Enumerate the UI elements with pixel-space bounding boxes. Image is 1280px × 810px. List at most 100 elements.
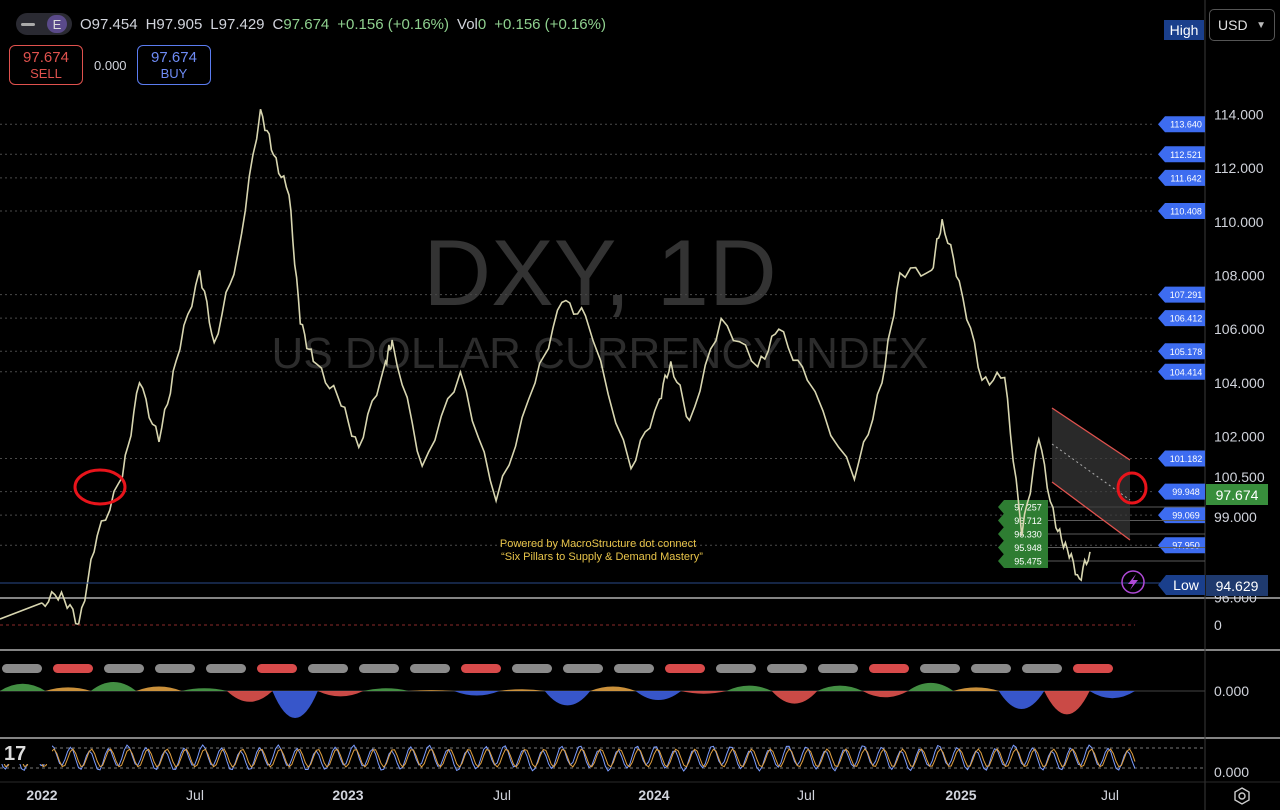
price-series-line — [41, 108, 1091, 626]
highlight-circle — [1116, 471, 1148, 505]
visibility-toggle[interactable]: E — [16, 13, 72, 35]
level-label-text: 97.950 — [1172, 541, 1200, 551]
buy-button[interactable]: 97.674 BUY — [137, 45, 211, 85]
oscillator-tick-label: 0.000 — [1214, 764, 1249, 780]
level-tag-text: 95.475 — [1014, 557, 1042, 567]
histogram-bar — [771, 691, 818, 704]
x-tick-label: Jul — [1101, 787, 1119, 803]
low-value: 97.429 — [218, 15, 265, 33]
level-label-bg — [1158, 507, 1205, 524]
level-tag-text: 95.948 — [1014, 543, 1042, 553]
histogram-bar — [45, 687, 91, 691]
histogram-bar — [817, 685, 863, 691]
level-label-bg — [1158, 343, 1205, 360]
histogram-bar — [862, 691, 908, 698]
current-price-bg — [1206, 484, 1268, 505]
lightning-icon-ring — [1121, 570, 1145, 594]
minus-icon[interactable] — [21, 22, 35, 26]
sell-button[interactable]: 97.674 SELL — [9, 45, 83, 85]
histogram-bar — [181, 688, 227, 691]
signal-pill — [869, 664, 909, 673]
signal-pill — [53, 664, 93, 673]
highlight-circle — [73, 468, 127, 506]
x-tick-label: 2024 — [638, 787, 669, 803]
histogram-bar — [544, 691, 591, 706]
settings-icon[interactable] — [1232, 786, 1252, 806]
level-label-text: 104.414 — [1170, 367, 1203, 377]
low-label: Low — [1173, 577, 1200, 593]
current-price-value: 97.674 — [1216, 487, 1259, 503]
histogram-bar — [1044, 691, 1090, 715]
histogram-bar — [272, 691, 318, 718]
x-tick-label: Jul — [186, 787, 204, 803]
level-tag-text: 96.712 — [1014, 516, 1042, 526]
tv-logo-bg — [0, 742, 52, 764]
open-value: 97.454 — [91, 15, 138, 33]
currency-label: USD — [1218, 17, 1248, 33]
level-label-bg — [1158, 310, 1205, 327]
signal-pill — [1022, 664, 1062, 673]
level-label-bg — [1158, 363, 1205, 380]
signal-pill — [155, 664, 195, 673]
histogram-tick-label: 0.000 — [1214, 683, 1249, 699]
buy-price: 97.674 — [151, 49, 197, 66]
x-tick-label: 2023 — [332, 787, 363, 803]
level-label-text: 107.291 — [1170, 290, 1203, 300]
exchange-badge[interactable]: E — [47, 15, 67, 33]
signal-pill — [308, 664, 348, 673]
indicator-tick-label: 0 — [1214, 617, 1222, 633]
signal-pill — [818, 664, 858, 673]
level-tag-bg — [998, 554, 1048, 568]
oscillator-signal-line — [0, 748, 1136, 768]
level-label-bg — [1158, 146, 1205, 163]
currency-select[interactable]: USD ▼ — [1209, 9, 1275, 41]
histogram-bar — [136, 686, 182, 691]
x-tick-label: 2025 — [945, 787, 976, 803]
low-label-bg — [1158, 575, 1205, 595]
level-tag-bg — [998, 500, 1048, 514]
signal-pill — [563, 664, 603, 673]
high-label: High — [1170, 22, 1199, 38]
level-label-bg — [1158, 537, 1205, 554]
histogram-bar — [908, 682, 954, 691]
histogram-bar — [726, 685, 772, 691]
price-series-line-left — [0, 602, 43, 620]
level-label-bg — [1158, 116, 1205, 133]
volume-change: +0.156 (+0.16%) — [494, 15, 606, 33]
signal-pill — [1073, 664, 1113, 673]
signal-pill — [2, 664, 42, 673]
lightning-icon-bolt — [1128, 574, 1138, 590]
low-value: 94.629 — [1216, 578, 1259, 594]
buy-label: BUY — [160, 66, 188, 81]
signal-pill — [461, 664, 501, 673]
y-tick-label: 102.000 — [1214, 429, 1265, 445]
x-tick-label: 2022 — [26, 787, 57, 803]
y-tick-label: 112.000 — [1214, 160, 1264, 176]
high-label-bg — [1164, 20, 1204, 40]
histogram-bar — [998, 691, 1045, 709]
change-value: +0.156 (+0.16%) — [337, 15, 450, 33]
signal-pill — [716, 664, 756, 673]
y-tick-label: 110.000 — [1214, 214, 1264, 230]
close-value: 97.674 — [283, 15, 330, 33]
y-tick-label: 99.000 — [1214, 509, 1257, 525]
volume-value: 0 — [477, 15, 487, 33]
high-value: 97.905 — [156, 15, 203, 33]
high-key: H — [145, 15, 157, 33]
y-tick-label: 108.000 — [1214, 268, 1265, 284]
level-label-bg — [1158, 450, 1205, 467]
annotation-line-1: Powered by MacroStructure dot connect — [500, 538, 696, 550]
histogram-bar — [227, 691, 273, 702]
signal-pill — [614, 664, 654, 673]
channel-fill — [1052, 408, 1130, 540]
annotation-line-2: “Six Pillars to Supply & Demand Mastery” — [501, 551, 703, 563]
y-tick-label: 106.000 — [1214, 321, 1265, 337]
lightning-icon — [1121, 570, 1145, 594]
y-tick-label: 104.000 — [1214, 375, 1265, 391]
level-label-bg — [1158, 483, 1205, 500]
level-label-text: 112.521 — [1170, 150, 1202, 160]
signal-pill — [971, 664, 1011, 673]
watermark-name: US DOLLAR CURRENCY INDEX — [272, 329, 929, 378]
